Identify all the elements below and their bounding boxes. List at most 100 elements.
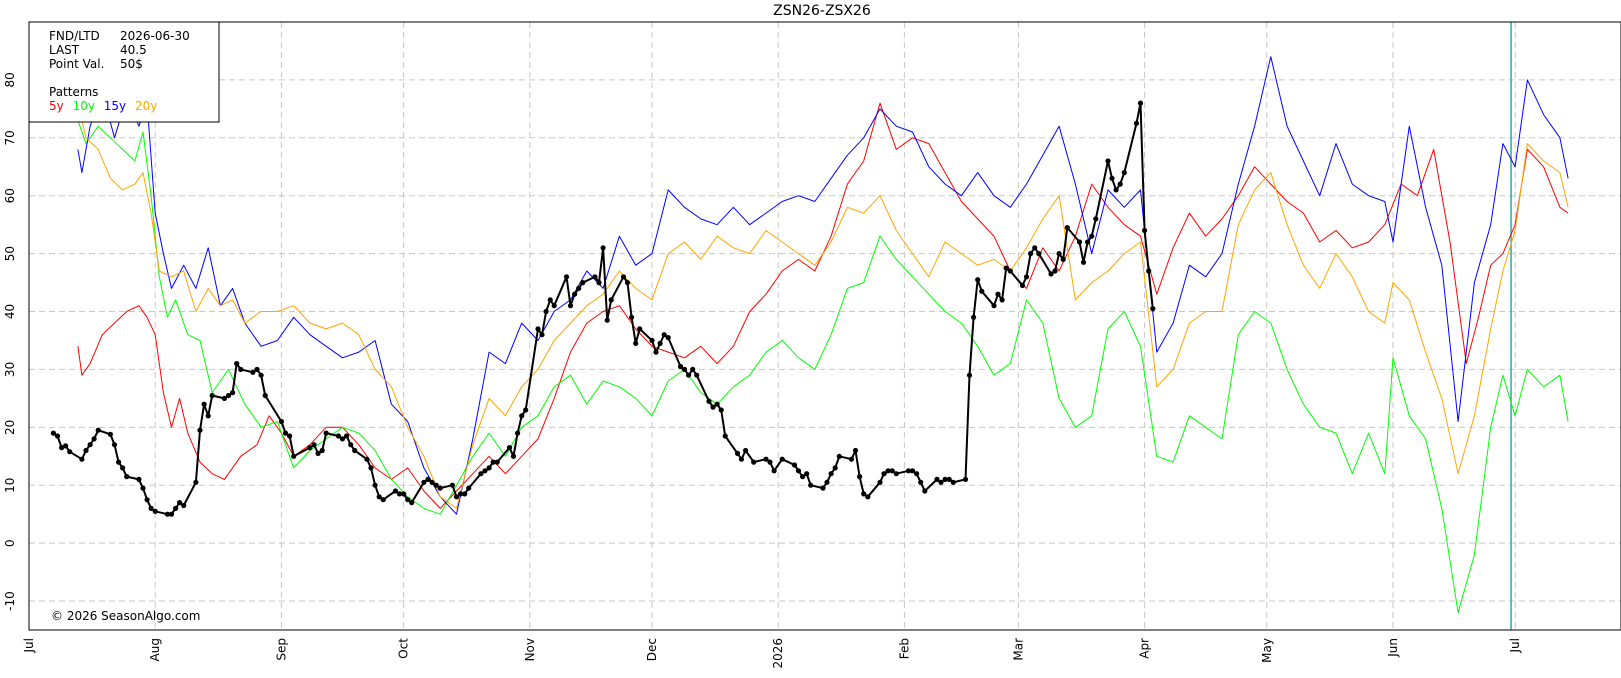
price-point <box>494 459 500 465</box>
price-point <box>307 445 313 451</box>
price-point <box>262 392 268 399</box>
price-point <box>339 436 346 442</box>
price-point <box>1056 251 1062 257</box>
price-point <box>918 479 924 485</box>
price-point <box>258 372 264 378</box>
pattern-legend: 5y 10y 15y 20y <box>49 99 157 113</box>
series-line-5y <box>77 102 1569 509</box>
price-point <box>396 491 403 497</box>
price-point <box>144 497 150 503</box>
x-tick-label: Apr <box>1138 638 1152 659</box>
price-point <box>380 497 386 503</box>
price-point <box>107 431 113 437</box>
price-point <box>828 471 834 477</box>
price-point <box>914 471 920 477</box>
price-point <box>779 456 785 462</box>
price-point <box>364 456 370 462</box>
legend-5y: 5y <box>49 99 64 113</box>
price-point <box>999 297 1005 303</box>
price-point <box>140 485 146 491</box>
price-point <box>1121 170 1127 176</box>
price-point <box>63 443 69 449</box>
y-tick-label: 60 <box>3 188 17 203</box>
price-point <box>177 500 183 506</box>
price-point <box>401 491 407 497</box>
price-point <box>478 471 484 477</box>
y-tick-label: 20 <box>3 420 17 435</box>
price-point <box>633 340 639 346</box>
legend-15y: 15y <box>104 99 126 113</box>
grid <box>28 22 1621 630</box>
price-point <box>942 476 948 482</box>
info-box: FND/LTD 2026-06-30 LAST 40.5 Point Val. … <box>28 21 220 123</box>
y-tick-label: 0 <box>3 539 17 547</box>
price-point <box>543 308 549 315</box>
x-tick-label: Jul <box>22 638 36 653</box>
price-point <box>225 392 232 399</box>
price-point <box>315 450 321 456</box>
price-point <box>173 505 179 511</box>
price-point <box>433 482 439 488</box>
price-point <box>905 468 912 474</box>
y-tick-label: 40 <box>3 304 17 319</box>
price-point <box>1146 268 1152 274</box>
y-tick-label: -10 <box>3 591 17 611</box>
price-point <box>205 413 211 419</box>
series-line-zsn26-zsx26 <box>52 102 1154 516</box>
price-point <box>991 303 997 309</box>
price-point <box>714 401 720 407</box>
price-point <box>824 479 830 485</box>
price-point <box>323 430 329 436</box>
price-point <box>808 482 814 488</box>
price-point <box>515 430 521 436</box>
price-point <box>722 433 728 439</box>
x-tick-label: Jul <box>1508 638 1522 653</box>
last-value: 40.5 <box>120 43 147 57</box>
price-point <box>1052 268 1058 274</box>
price-point <box>857 474 863 480</box>
price-point <box>580 280 586 286</box>
price-point <box>649 337 655 344</box>
price-point <box>1133 120 1140 126</box>
price-point <box>335 433 341 439</box>
price-point <box>91 436 97 442</box>
price-point <box>50 430 57 436</box>
price-point <box>95 427 101 433</box>
price-point <box>877 479 883 485</box>
price-point <box>563 274 570 280</box>
price-point <box>506 445 513 451</box>
price-point <box>934 476 940 482</box>
price-point <box>1085 239 1091 245</box>
price-point <box>291 453 297 459</box>
price-point <box>287 433 293 439</box>
x-tick-label: Feb <box>897 638 911 659</box>
patterns-label: Patterns <box>49 85 98 99</box>
price-point <box>795 468 802 474</box>
price-point <box>1089 233 1095 239</box>
x-tick-label: Jun <box>1386 638 1400 658</box>
price-point <box>238 366 244 372</box>
price-point <box>319 447 325 454</box>
price-point <box>490 459 496 465</box>
price-point <box>79 456 85 462</box>
price-point <box>804 471 810 477</box>
price-point <box>893 471 899 477</box>
price-point <box>83 447 89 454</box>
point-value: 50$ <box>120 57 143 71</box>
price-point <box>124 474 130 480</box>
price-point <box>694 372 700 378</box>
price-point <box>344 433 350 439</box>
price-point <box>421 479 427 485</box>
price-point <box>1105 158 1111 164</box>
x-axis-ticks: Jul Aug Sep Oct Nov Dec 2026 Feb Mar Apr May Jun Jul <box>22 638 1522 669</box>
point-value-label: Point Val. <box>49 57 104 71</box>
price-point <box>376 494 382 500</box>
price-point <box>209 392 215 399</box>
price-point <box>437 485 443 491</box>
price-point <box>1019 282 1026 289</box>
x-tick-label: Dec <box>645 638 659 661</box>
price-point <box>519 413 525 419</box>
price-point <box>567 303 574 309</box>
price-point <box>1032 245 1038 251</box>
